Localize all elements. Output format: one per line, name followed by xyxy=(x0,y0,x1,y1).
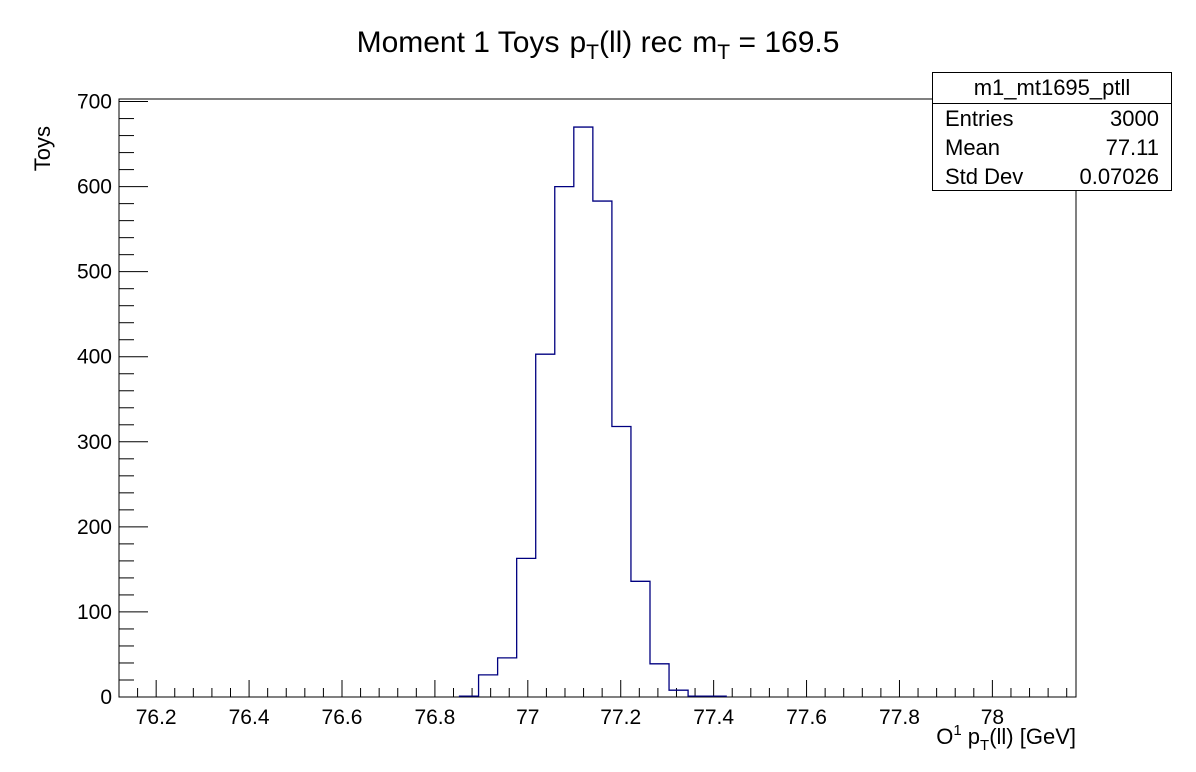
title-moment: Moment 1 Toys xyxy=(356,26,560,59)
plot-frame xyxy=(118,98,1077,698)
y-tick-label: 200 xyxy=(77,516,112,539)
xlabel-p: p xyxy=(961,724,981,749)
title-obs-sub: T xyxy=(586,41,599,64)
x-tick-label: 76.8 xyxy=(414,706,455,729)
x-tick-label: 77 xyxy=(516,706,539,729)
y-tick-label: 700 xyxy=(77,91,112,114)
title-m: m xyxy=(692,26,718,59)
y-axis-label: Toys xyxy=(30,126,55,172)
title-m-sub: T xyxy=(717,41,731,64)
stats-row-std: Std Dev 0.07026 xyxy=(933,162,1171,191)
chart-title: Moment 1 Toys pT(ll) rec mT = 169.5 xyxy=(0,26,1196,65)
stats-mean-label: Mean xyxy=(945,135,1001,160)
x-tick-label: 77.2 xyxy=(600,706,641,729)
x-tick-label: 78 xyxy=(981,706,1004,729)
x-tick-label: 77.6 xyxy=(786,706,827,729)
x-tick-label: 77.4 xyxy=(693,706,734,729)
histogram-bin xyxy=(479,675,498,697)
histogram-bin xyxy=(555,187,574,697)
x-axis-label: O1 pT(ll) [GeV] xyxy=(936,722,1076,754)
xlabel-sub: T xyxy=(980,737,990,754)
histogram-bin xyxy=(650,664,669,697)
stats-histogram-name: m1_mt1695_ptll xyxy=(933,73,1171,104)
xlabel-rest: (ll) [GeV] xyxy=(989,724,1076,749)
histogram-bin xyxy=(536,354,555,697)
stats-entries-value: 3000 xyxy=(1110,106,1159,131)
xlabel-sup: 1 xyxy=(953,722,962,739)
xlabel-main: O xyxy=(936,724,954,749)
title-obs-rest: (ll) rec xyxy=(598,26,683,59)
stats-box: m1_mt1695_ptll Entries 3000 Mean 77.11 S… xyxy=(932,72,1172,191)
histogram-bin xyxy=(498,658,517,697)
stats-mean-value: 77.11 xyxy=(1105,135,1159,160)
y-tick-label: 400 xyxy=(77,346,112,369)
stats-std-value: 0.07026 xyxy=(1079,164,1159,189)
title-m-value: = 169.5 xyxy=(738,26,840,59)
histogram-bin xyxy=(631,581,650,697)
y-axis-ticks: 0 100 200 300 400 500 600 700 xyxy=(77,91,148,709)
x-tick-label: 76.6 xyxy=(322,706,363,729)
x-tick-label: 76.2 xyxy=(136,706,177,729)
histogram-bin xyxy=(612,426,631,697)
x-tick-label: 76.4 xyxy=(229,706,270,729)
histogram-bins xyxy=(460,127,727,697)
histogram-bin xyxy=(574,127,593,697)
histogram-bin xyxy=(669,690,688,697)
histogram-bin xyxy=(593,201,612,697)
stats-row-entries: Entries 3000 xyxy=(933,104,1171,133)
y-tick-label: 300 xyxy=(77,431,112,454)
stats-entries-label: Entries xyxy=(945,106,1014,131)
histogram-outline xyxy=(458,126,727,697)
y-tick-label: 500 xyxy=(77,261,112,284)
y-tick-label: 100 xyxy=(77,601,112,624)
stats-std-label: Std Dev xyxy=(945,164,1024,189)
y-tick-label: 600 xyxy=(77,176,112,199)
x-tick-label: 77.8 xyxy=(879,706,920,729)
y-tick-label: 0 xyxy=(100,686,112,709)
title-obs-p: p xyxy=(569,26,587,59)
stats-row-mean: Mean 77.11 xyxy=(933,133,1171,162)
x-axis-ticks: 76.2 76.4 76.6 76.8 77 77.2 77.4 77.6 77.8 78 xyxy=(118,680,1068,729)
histogram-bin xyxy=(517,558,536,697)
